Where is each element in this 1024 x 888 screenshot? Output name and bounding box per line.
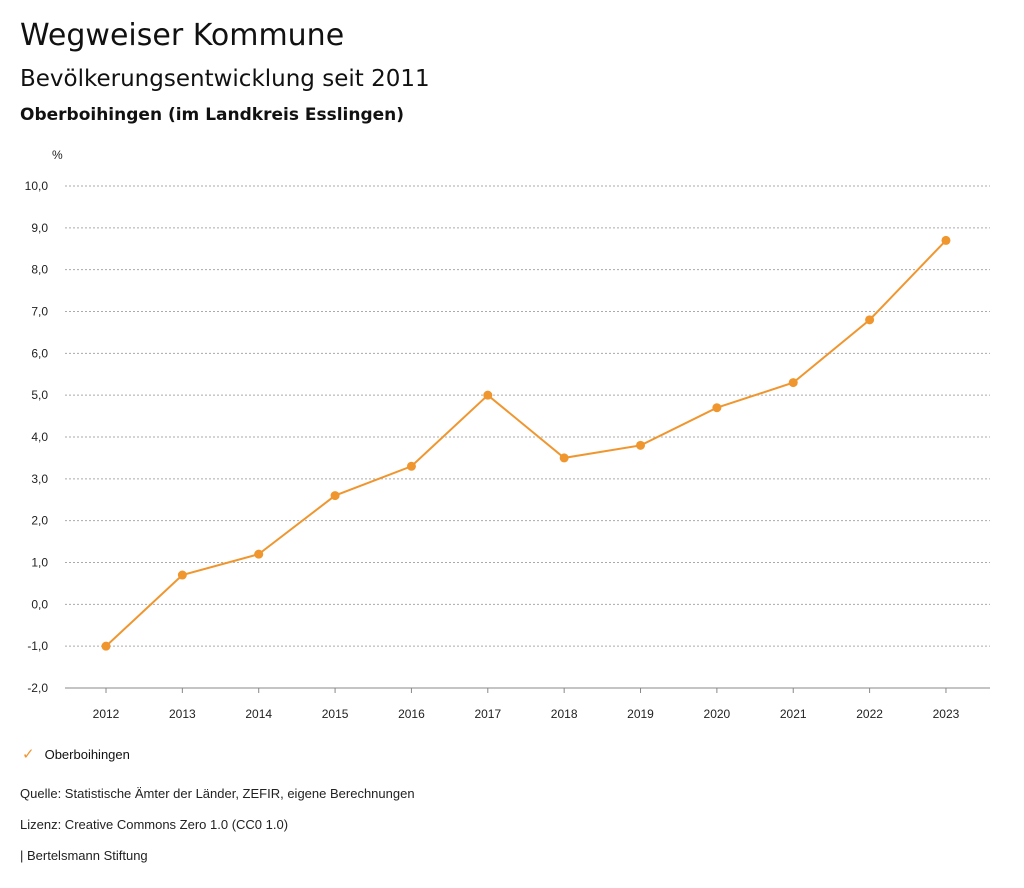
x-tick-label: 2017 bbox=[474, 707, 501, 721]
data-point bbox=[406, 461, 416, 471]
y-tick-label: 5,0 bbox=[31, 388, 48, 402]
x-tick-label: 2015 bbox=[322, 707, 349, 721]
x-tick-label: 2022 bbox=[856, 707, 883, 721]
data-point bbox=[559, 453, 569, 463]
data-point bbox=[865, 315, 875, 325]
check-icon: ✓ bbox=[22, 746, 35, 763]
data-point bbox=[712, 403, 722, 413]
x-tick-label: 2013 bbox=[169, 707, 196, 721]
data-point bbox=[636, 440, 646, 450]
y-tick-label: 8,0 bbox=[31, 263, 48, 277]
y-tick-label: 4,0 bbox=[31, 430, 48, 444]
x-tick-label: 2021 bbox=[780, 707, 807, 721]
chart-subtitle: Bevölkerungsentwicklung seit 2011 bbox=[20, 66, 430, 92]
legend-item-oberboihingen[interactable]: ✓ Oberboihingen bbox=[22, 745, 130, 763]
page-title: Wegweiser Kommune bbox=[20, 18, 345, 53]
x-tick-label: 2014 bbox=[245, 707, 272, 721]
x-tick-label: 2012 bbox=[93, 707, 120, 721]
y-tick-label: 2,0 bbox=[31, 514, 48, 528]
y-tick-label: 1,0 bbox=[31, 556, 48, 570]
line-chart: % 10,0 9,0 8,0 7,0 6,0 5,0 4,0 3,0 2,0 1,0 0,0 -1,0… bbox=[25, 148, 990, 721]
y-tick-label: 10,0 bbox=[25, 179, 49, 193]
data-point bbox=[101, 641, 111, 651]
series-line bbox=[105, 239, 947, 647]
data-point bbox=[788, 378, 798, 388]
y-tick-label: -2,0 bbox=[27, 681, 48, 695]
y-tick-label: 9,0 bbox=[31, 221, 48, 235]
x-tick-label: 2020 bbox=[704, 707, 731, 721]
x-tick-label: 2023 bbox=[933, 707, 960, 721]
x-tick-label: 2016 bbox=[398, 707, 425, 721]
data-point bbox=[177, 570, 187, 580]
source-note: Quelle: Statistische Ämter der Länder, Z… bbox=[20, 786, 415, 801]
data-point bbox=[254, 549, 264, 559]
license-note: Lizenz: Creative Commons Zero 1.0 (CC0 1… bbox=[20, 817, 289, 832]
data-point bbox=[483, 390, 493, 400]
publisher-note: | Bertelsmann Stiftung bbox=[20, 848, 148, 863]
data-point bbox=[330, 491, 340, 501]
x-tick-label: 2018 bbox=[551, 707, 578, 721]
y-tick-label: -1,0 bbox=[27, 639, 48, 653]
y-tick-label: 3,0 bbox=[31, 472, 48, 486]
y-axis-unit: % bbox=[52, 148, 63, 162]
data-point bbox=[941, 235, 951, 245]
x-tick-label: 2019 bbox=[627, 707, 654, 721]
y-tick-label: 6,0 bbox=[31, 346, 48, 360]
region-title: Oberboihingen (im Landkreis Esslingen) bbox=[20, 105, 405, 125]
y-tick-label: 7,0 bbox=[31, 305, 48, 319]
y-tick-label: 0,0 bbox=[31, 597, 48, 611]
legend-label: Oberboihingen bbox=[44, 746, 130, 762]
